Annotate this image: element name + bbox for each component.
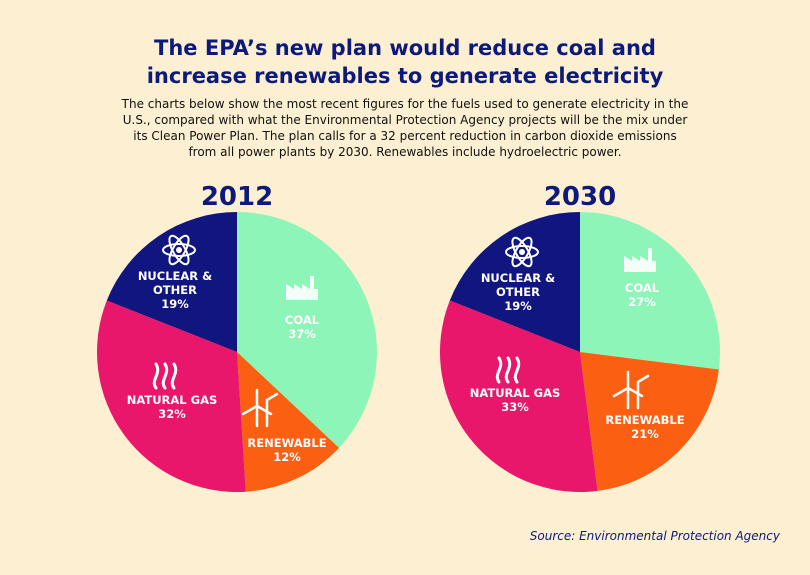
page-subtitle: The charts below show the most recent fi… <box>75 96 735 160</box>
title-line: increase renewables to generate electric… <box>146 64 664 88</box>
slice-label: RENEWABLE <box>247 436 326 450</box>
title-line: The EPA’s new plan would reduce coal and <box>154 36 656 60</box>
factory-icon <box>286 276 318 300</box>
slice-value: 21% <box>631 427 659 441</box>
slice-label: COAL <box>285 313 320 327</box>
slice-label: COAL <box>625 281 660 295</box>
slice-value: 33% <box>501 400 529 414</box>
flame-icon <box>152 362 178 390</box>
subtitle-line: U.S., compared with what the Environment… <box>122 113 688 127</box>
wind-turbine-icon <box>612 370 650 410</box>
slice-label: RENEWABLE <box>605 413 684 427</box>
wind-turbine-icon <box>241 388 279 428</box>
slice-value: 32% <box>158 407 186 421</box>
pie-slice-renewable <box>580 352 719 491</box>
slice-label: NUCLEAR & OTHER <box>481 271 555 299</box>
slice-label: NATURAL GAS <box>127 393 218 407</box>
chart-year-title: 2030 <box>544 182 616 212</box>
chart-year-title: 2012 <box>201 182 273 212</box>
flame-icon <box>495 356 521 384</box>
source-note: Source: Environmental Protection Agency <box>529 529 780 543</box>
pie-slice-natural-gas <box>439 300 598 492</box>
pie-slice-nuclear-other <box>106 212 237 352</box>
pie-slice-coal <box>580 212 720 370</box>
factory-icon <box>624 248 656 272</box>
pie-slice-natural-gas <box>96 300 246 493</box>
pie-slice-coal <box>237 212 377 448</box>
slice-label: NUCLEAR & OTHER <box>138 269 212 297</box>
subtitle-line: its Clean Power Plan. The plan calls for… <box>133 129 677 143</box>
slice-value: 37% <box>288 327 316 341</box>
slice-label: NATURAL GAS <box>470 386 561 400</box>
subtitle-line: The charts below show the most recent fi… <box>121 97 689 111</box>
slice-value: 27% <box>628 295 656 309</box>
slice-value: 19% <box>161 297 189 311</box>
slice-value: 12% <box>273 450 301 464</box>
page-title: The EPA’s new plan would reduce coal and… <box>0 34 810 90</box>
subtitle-line: from all power plants by 2030. Renewable… <box>188 145 622 159</box>
atom-icon <box>162 234 196 266</box>
slice-value: 19% <box>504 299 532 313</box>
pie-slice-renewable <box>237 352 340 492</box>
atom-icon <box>505 236 539 268</box>
pie-slice-nuclear-other <box>449 212 580 352</box>
